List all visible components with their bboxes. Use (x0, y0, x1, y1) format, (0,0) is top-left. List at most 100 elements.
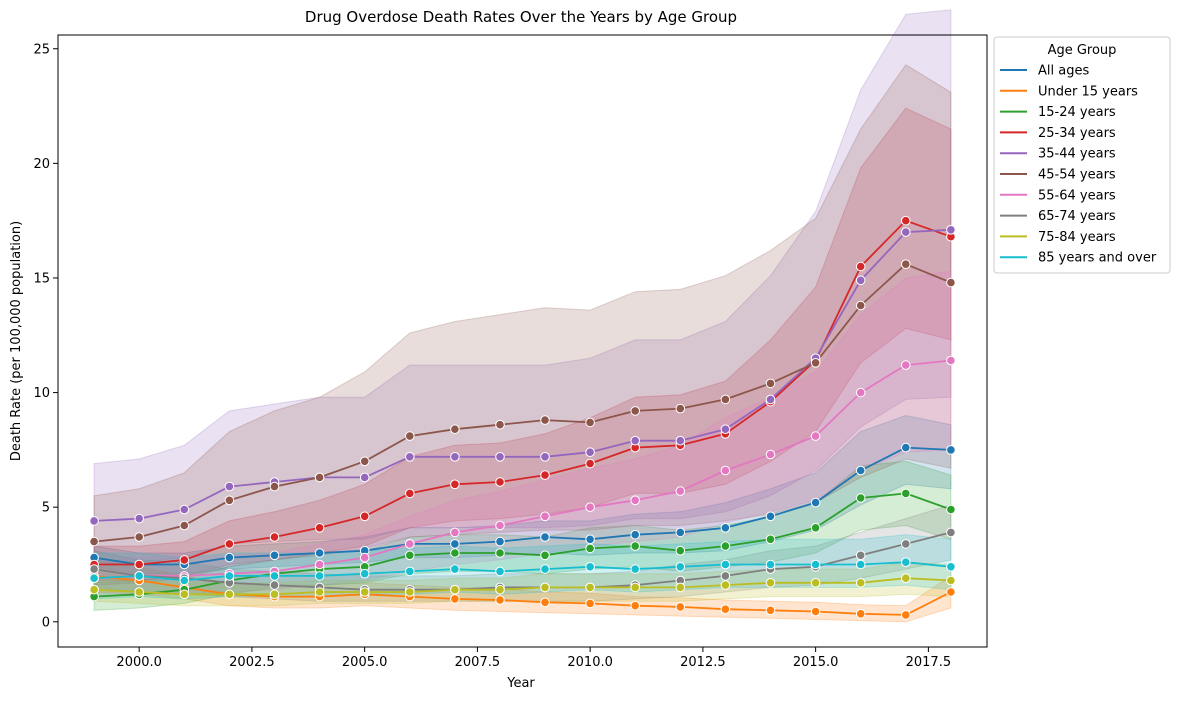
point-85-years-and-over-2010 (585, 562, 595, 572)
point-65-74-years-2018 (946, 527, 956, 538)
point-65-74-years-2013 (720, 571, 731, 581)
point-45-54-years-2017 (901, 259, 911, 270)
point-under-15-years-2010 (585, 598, 595, 609)
point-25-34-years-2010 (585, 458, 595, 469)
point-under-15-years-2013 (720, 604, 731, 615)
line-45-54-years (94, 263, 952, 543)
point-all-ages-2017 (901, 442, 911, 453)
point-15-24-years-2007 (450, 548, 460, 558)
line-85-years-and-over (94, 561, 951, 582)
point-55-64-years-2007 (450, 527, 460, 538)
point-45-54-years-2001 (179, 520, 190, 531)
point-35-44-years-2017 (901, 227, 911, 237)
point-15-24-years-2016 (855, 493, 866, 503)
band-65-74-years (93, 504, 952, 602)
point-45-54-years-2018 (946, 277, 956, 288)
point-55-64-years-2010 (585, 502, 595, 513)
point-under-15-years-2017 (901, 610, 911, 620)
legend-label-under-15-years: Under 15 years (1038, 84, 1138, 99)
series-lines (93, 219, 952, 616)
x-tick-label: 2010.0 (567, 655, 613, 670)
point-55-64-years-2006 (405, 539, 415, 549)
point-25-34-years-2017 (901, 215, 911, 226)
line-65-74-years (93, 531, 952, 591)
point-all-ages-2010 (585, 534, 595, 545)
point-75-84-years-2007 (450, 584, 460, 595)
point-75-84-years-2003 (269, 589, 280, 600)
point-all-ages-2004 (314, 548, 325, 558)
x-tick-label: 2002.5 (229, 655, 275, 670)
y-tick-label: 25 (33, 42, 50, 57)
point-15-24-years-2017 (901, 488, 911, 499)
point-75-84-years-2006 (405, 587, 415, 597)
point-75-84-years-2012 (675, 582, 686, 593)
point-65-74-years-2017 (901, 539, 911, 549)
point-45-54-years-2015 (810, 358, 821, 368)
point-15-24-years-2018 (946, 504, 956, 515)
y-tick-label: 20 (33, 157, 50, 172)
y-axis-label: Death Rate (per 100,000 population) (9, 221, 24, 461)
point-75-84-years-2005 (359, 587, 370, 597)
line-55-64-years (94, 359, 951, 580)
line-25-34-years (94, 219, 952, 566)
point-45-54-years-2006 (405, 431, 415, 441)
point-under-15-years-2012 (675, 602, 686, 612)
point-85-years-and-over-2004 (314, 571, 325, 581)
x-tick-label: 2000.0 (116, 655, 162, 670)
point-all-ages-2014 (765, 511, 776, 522)
line-15-24-years (94, 492, 952, 598)
point-35-44-years-2000 (134, 513, 144, 524)
point-35-44-years-2009 (540, 452, 550, 462)
point-35-44-years-2010 (585, 447, 595, 458)
point-35-44-years-2011 (630, 435, 641, 446)
point-75-84-years-2018 (946, 575, 956, 586)
point-45-54-years-2016 (855, 300, 866, 311)
confidence-bands (93, 9, 952, 623)
y-tick-label: 0 (42, 615, 50, 630)
point-55-64-years-2014 (765, 449, 776, 460)
point-all-ages-2011 (630, 529, 641, 540)
point-75-84-years-2000 (134, 587, 144, 597)
point-75-84-years-2004 (314, 587, 325, 597)
point-75-84-years-2017 (901, 573, 911, 584)
point-all-ages-2002 (224, 552, 235, 563)
series-markers (89, 215, 956, 620)
point-all-ages-2007 (450, 539, 460, 549)
point-85-years-and-over-2015 (810, 559, 821, 570)
point-75-84-years-2016 (855, 578, 866, 588)
x-tick-label: 2015.0 (793, 655, 839, 670)
point-85-years-and-over-2008 (495, 566, 505, 577)
point-55-64-years-2012 (675, 486, 686, 496)
point-45-54-years-2004 (314, 472, 325, 483)
point-25-34-years-2004 (314, 523, 325, 533)
point-55-64-years-2013 (720, 465, 731, 476)
point-35-44-years-2012 (675, 435, 686, 446)
point-under-15-years-2008 (495, 595, 505, 605)
point-under-15-years-2015 (810, 606, 821, 617)
point-35-44-years-2016 (855, 275, 866, 286)
point-under-15-years-2018 (946, 587, 956, 597)
point-85-years-and-over-2011 (630, 564, 641, 574)
legend-label-65-74-years: 65-74 years (1038, 209, 1116, 224)
point-45-54-years-2002 (224, 495, 235, 506)
point-55-64-years-2011 (630, 495, 641, 506)
y-tick-label: 10 (33, 386, 50, 401)
point-75-84-years-2009 (540, 582, 550, 593)
point-35-44-years-2001 (179, 504, 190, 515)
band-15-24-years (93, 460, 952, 611)
legend-items: All ages Under 15 years 15-24 years 25-34 y… (1000, 64, 1157, 266)
legend-label-45-54-years: 45-54 years (1038, 168, 1116, 183)
x-tick-label: 2017.5 (906, 655, 952, 670)
point-85-years-and-over-2013 (720, 559, 731, 570)
band-all-ages (93, 414, 952, 575)
point-15-24-years-2011 (630, 541, 641, 551)
point-45-54-years-2000 (134, 532, 144, 542)
y-tick-label: 15 (33, 271, 50, 286)
point-all-ages-2013 (720, 523, 731, 533)
point-75-84-years-2011 (630, 582, 641, 593)
point-35-44-years-2018 (946, 225, 956, 235)
point-55-64-years-2016 (855, 387, 866, 398)
point-25-34-years-2009 (540, 470, 550, 480)
